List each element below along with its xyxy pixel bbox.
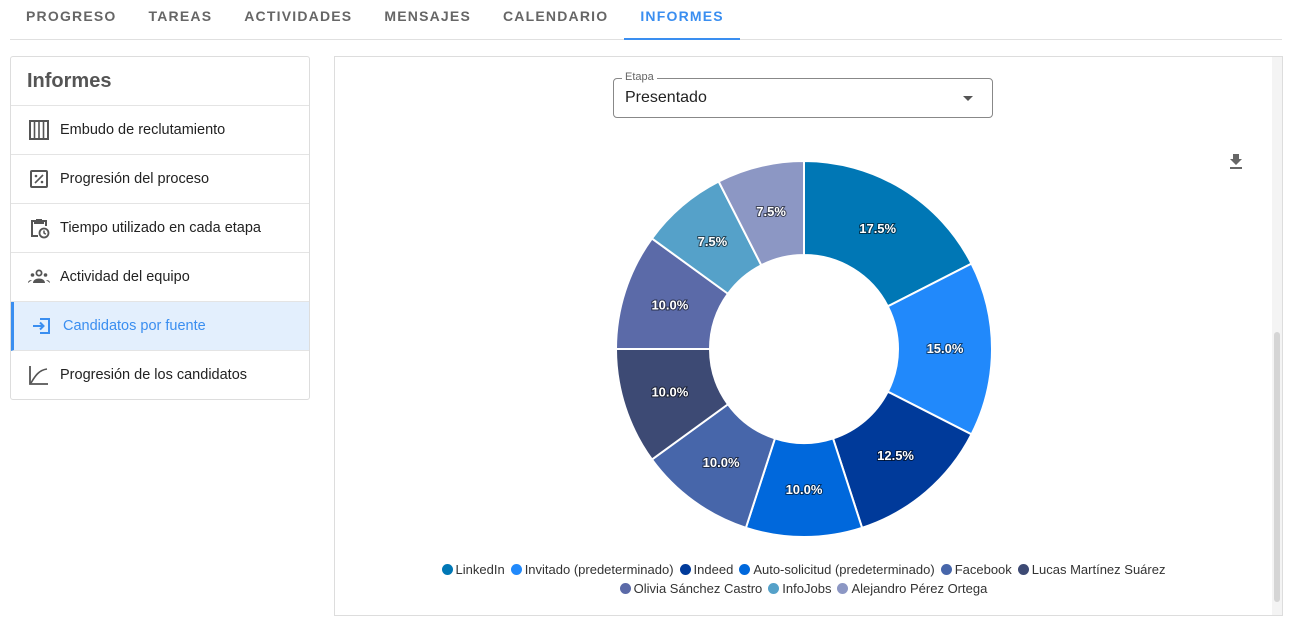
legend-marker — [619, 583, 631, 594]
team-icon — [28, 269, 50, 283]
legend-marker — [837, 583, 849, 594]
slice-label: 10.0% — [651, 385, 688, 400]
tab-informes[interactable]: INFORMES — [624, 0, 740, 40]
legend-item[interactable]: Indeed — [679, 560, 734, 579]
stage-select-label: Etapa — [622, 71, 657, 83]
sidebar-item-label: Progresión del proceso — [60, 171, 210, 187]
slice-label: 10.0% — [786, 482, 823, 497]
tab-bar: PROGRESO TAREAS ACTIVIDADES MENSAJES CALENDA… — [10, 0, 1282, 40]
clipboard-clock-icon — [31, 219, 50, 239]
legend-marker — [940, 564, 952, 575]
legend-item[interactable]: Auto-solicitud (predeterminado) — [739, 560, 935, 579]
legend-label: LinkedIn — [455, 562, 505, 577]
sidebar-item-label: Tiempo utilizado en cada etapa — [60, 220, 261, 236]
stage-select-value: Presentado — [625, 89, 707, 106]
slice-label: 7.5% — [698, 234, 728, 249]
tab-calendario[interactable]: CALENDARIO — [502, 8, 609, 24]
legend-item[interactable]: Olivia Sánchez Castro — [619, 579, 763, 598]
sidebar-item-3[interactable]: Actividad del equipo — [11, 253, 309, 302]
legend-label: InfoJobs — [782, 581, 832, 596]
legend-item[interactable]: Facebook — [940, 560, 1012, 579]
legend-item[interactable]: LinkedIn — [441, 560, 505, 579]
download-icon[interactable] — [1228, 153, 1244, 174]
chart-legend: LinkedIn Invitado (predeterminado) Indeed A… — [395, 560, 1212, 598]
legend-marker — [768, 583, 780, 594]
scrollbar-thumb[interactable] — [1274, 332, 1280, 602]
reports-sidebar: Informes Embudo de reclutamiento Progresi… — [10, 56, 310, 400]
slice-0[interactable] — [803, 159, 973, 308]
legend-label: Facebook — [954, 562, 1012, 577]
legend-label: Invitado (predeterminado) — [524, 562, 674, 577]
sidebar-item-0[interactable]: Embudo de reclutamiento — [11, 106, 309, 155]
sidebar-item-1[interactable]: Progresión del proceso — [11, 155, 309, 204]
legend-label: Lucas Martínez Suárez — [1031, 562, 1166, 577]
slice-label: 7.5% — [756, 204, 786, 219]
login-icon — [33, 318, 50, 334]
percent-box-icon — [30, 170, 48, 188]
tab-mensajes[interactable]: MENSAJES — [384, 8, 471, 24]
sidebar-item-label: Actividad del equipo — [60, 269, 190, 285]
slice-1[interactable] — [886, 262, 993, 436]
legend-marker — [739, 564, 751, 575]
stage-select[interactable]: Etapa Presentado — [613, 71, 993, 118]
legend-marker — [510, 564, 522, 575]
columns-icon — [29, 120, 49, 140]
chevron-down-icon — [963, 96, 973, 101]
tab-progreso[interactable]: PROGRESO — [26, 8, 117, 24]
tab-tareas[interactable]: TAREAS — [148, 8, 213, 24]
sidebar-item-4[interactable]: Candidatos por fuente — [11, 302, 309, 351]
slice-label: 15.0% — [927, 341, 964, 356]
slice-8[interactable] — [717, 159, 805, 267]
legend-item[interactable]: InfoJobs — [768, 579, 831, 598]
sidebar-title: Informes — [11, 57, 309, 106]
tab-actividades[interactable]: ACTIVIDADES — [244, 8, 353, 24]
legend-item[interactable]: Lucas Martínez Suárez — [1017, 560, 1166, 579]
sidebar-item-2[interactable]: Tiempo utilizado en cada etapa — [11, 204, 309, 253]
slice-label: 17.5% — [859, 221, 896, 236]
sidebar-item-label: Candidatos por fuente — [63, 318, 206, 334]
slice-label: 12.5% — [877, 448, 914, 463]
legend-marker — [679, 564, 691, 575]
donut-chart: 17.5% 15.0% 12.5% 10.0% 10.0% 10.0% 10.0% 7.5% 7… — [614, 159, 993, 538]
legend-label: Olivia Sánchez Castro — [633, 581, 763, 596]
legend-label: Indeed — [693, 562, 734, 577]
legend-item[interactable]: Invitado (predeterminado) — [510, 560, 674, 579]
scrollbar[interactable] — [1272, 57, 1282, 615]
legend-label: Auto-solicitud (predeterminado) — [753, 562, 935, 577]
sidebar-item-label: Progresión de los candidatos — [60, 367, 248, 383]
line-chart-icon — [29, 366, 48, 385]
legend-marker — [441, 564, 453, 575]
report-panel: Etapa Presentado 17.5% 15.0% 12.5% 10.0% 10.… — [334, 56, 1283, 616]
sidebar-item-label: Embudo de reclutamiento — [60, 122, 226, 138]
legend-item[interactable]: Alejandro Pérez Ortega — [837, 579, 987, 598]
slice-label: 10.0% — [651, 297, 688, 312]
slice-label: 10.0% — [703, 455, 740, 470]
legend-marker — [1017, 564, 1029, 575]
sidebar-item-5[interactable]: Progresión de los candidatos — [11, 351, 309, 399]
legend-label: Alejandro Pérez Ortega — [851, 581, 988, 596]
